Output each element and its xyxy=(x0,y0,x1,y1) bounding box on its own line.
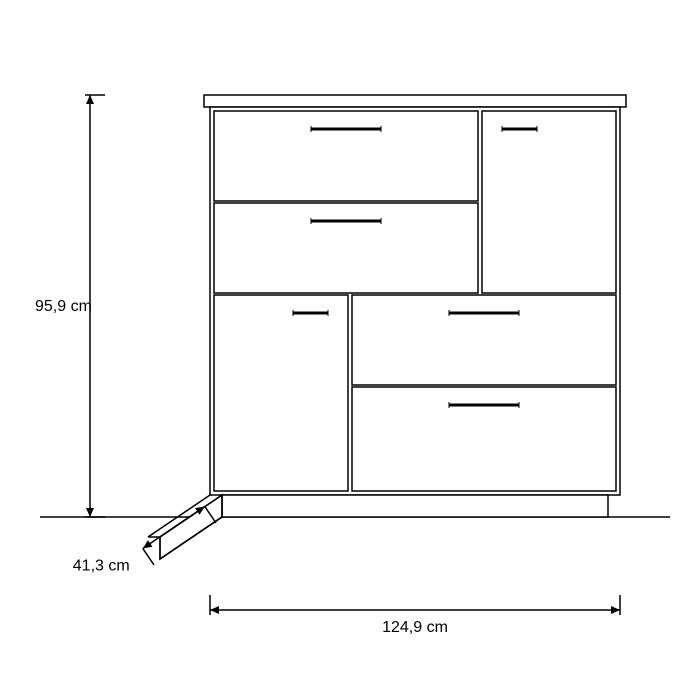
dim-depth-label: 41,3 cm xyxy=(73,557,130,574)
cabinet-top xyxy=(204,95,626,107)
dim-width-label: 124,9 cm xyxy=(382,619,448,636)
plinth-front xyxy=(222,495,608,517)
cabinet-body xyxy=(210,107,620,495)
dim-height-label: 95,9 cm xyxy=(35,298,92,315)
